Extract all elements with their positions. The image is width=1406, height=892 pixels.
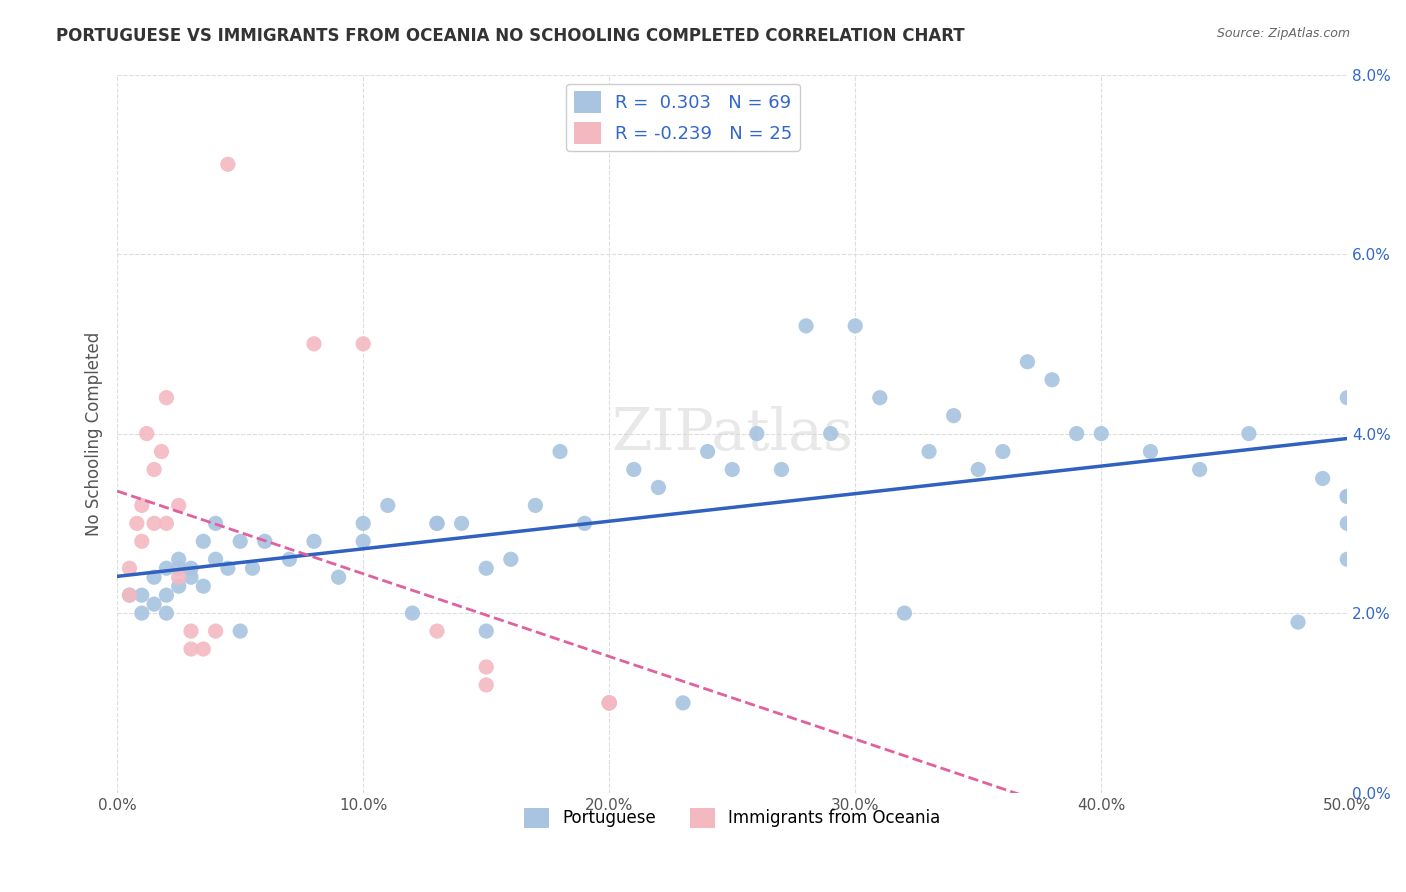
Point	[1090, 426, 1112, 441]
Point	[352, 534, 374, 549]
Point	[672, 696, 695, 710]
Point	[918, 444, 941, 458]
Point	[135, 426, 157, 441]
Point	[229, 624, 252, 638]
Point	[352, 336, 374, 351]
Point	[278, 552, 301, 566]
Point	[475, 624, 498, 638]
Point	[1066, 426, 1088, 441]
Point	[647, 480, 669, 494]
Point	[204, 516, 226, 531]
Point	[118, 588, 141, 602]
Point	[180, 624, 202, 638]
Point	[991, 444, 1014, 458]
Text: ZIPatlas: ZIPatlas	[612, 406, 853, 461]
Point	[475, 660, 498, 674]
Point	[118, 588, 141, 602]
Point	[426, 516, 449, 531]
Point	[574, 516, 596, 531]
Point	[794, 318, 817, 333]
Point	[143, 462, 166, 476]
Point	[193, 534, 215, 549]
Point	[204, 552, 226, 566]
Point	[131, 606, 153, 620]
Point	[893, 606, 915, 620]
Point	[193, 642, 215, 657]
Point	[598, 696, 620, 710]
Point	[143, 597, 166, 611]
Point	[204, 624, 226, 638]
Point	[1188, 462, 1211, 476]
Point	[548, 444, 571, 458]
Point	[869, 391, 891, 405]
Point	[167, 499, 190, 513]
Point	[155, 606, 177, 620]
Point	[1139, 444, 1161, 458]
Point	[302, 534, 325, 549]
Point	[499, 552, 522, 566]
Point	[143, 570, 166, 584]
Point	[967, 462, 990, 476]
Point	[131, 534, 153, 549]
Point	[242, 561, 264, 575]
Point	[155, 516, 177, 531]
Point	[598, 696, 620, 710]
Point	[155, 391, 177, 405]
Point	[623, 462, 645, 476]
Point	[180, 561, 202, 575]
Point	[1017, 355, 1039, 369]
Point	[721, 462, 744, 476]
Y-axis label: No Schooling Completed: No Schooling Completed	[86, 332, 103, 536]
Point	[1336, 516, 1358, 531]
Point	[1336, 490, 1358, 504]
Point	[352, 516, 374, 531]
Point	[1286, 615, 1309, 629]
Point	[770, 462, 793, 476]
Point	[377, 499, 399, 513]
Point	[1336, 490, 1358, 504]
Point	[150, 444, 173, 458]
Point	[844, 318, 866, 333]
Point	[118, 561, 141, 575]
Point	[229, 534, 252, 549]
Point	[426, 624, 449, 638]
Point	[302, 336, 325, 351]
Point	[167, 552, 190, 566]
Point	[475, 561, 498, 575]
Text: Source: ZipAtlas.com: Source: ZipAtlas.com	[1216, 27, 1350, 40]
Point	[745, 426, 768, 441]
Point	[598, 696, 620, 710]
Point	[167, 570, 190, 584]
Legend: Portuguese, Immigrants from Oceania: Portuguese, Immigrants from Oceania	[517, 801, 946, 835]
Point	[253, 534, 276, 549]
Point	[475, 678, 498, 692]
Point	[155, 561, 177, 575]
Point	[328, 570, 350, 584]
Point	[401, 606, 423, 620]
Text: PORTUGUESE VS IMMIGRANTS FROM OCEANIA NO SCHOOLING COMPLETED CORRELATION CHART: PORTUGUESE VS IMMIGRANTS FROM OCEANIA NO…	[56, 27, 965, 45]
Point	[217, 157, 239, 171]
Point	[131, 499, 153, 513]
Point	[1237, 426, 1260, 441]
Point	[217, 561, 239, 575]
Point	[942, 409, 965, 423]
Point	[524, 499, 547, 513]
Point	[1336, 552, 1358, 566]
Point	[820, 426, 842, 441]
Point	[167, 579, 190, 593]
Point	[143, 516, 166, 531]
Point	[1336, 391, 1358, 405]
Point	[1040, 373, 1063, 387]
Point	[180, 570, 202, 584]
Point	[131, 588, 153, 602]
Point	[155, 588, 177, 602]
Point	[450, 516, 472, 531]
Point	[426, 516, 449, 531]
Point	[193, 579, 215, 593]
Point	[696, 444, 718, 458]
Point	[1312, 471, 1334, 485]
Point	[180, 642, 202, 657]
Point	[167, 561, 190, 575]
Point	[125, 516, 148, 531]
